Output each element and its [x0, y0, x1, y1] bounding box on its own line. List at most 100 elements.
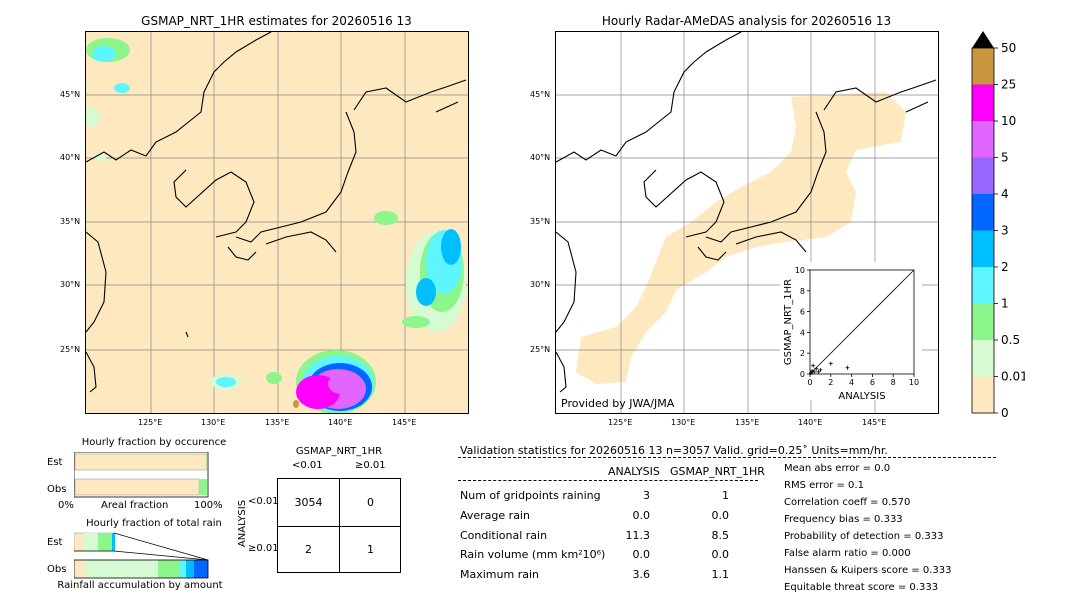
scatter-frame: [809, 269, 915, 375]
scatter-point: [811, 363, 816, 368]
validation-row-label: Average rain: [460, 509, 530, 522]
colorbar-segment: [972, 48, 994, 85]
left-map-canvas: [84, 31, 468, 414]
occurrence-est-label: Est: [47, 457, 63, 468]
contingency-cell: 0: [367, 496, 374, 509]
total-rain-obs-seg: [194, 560, 208, 578]
validation-divider: [458, 457, 996, 458]
colorbar: 50 25 10 5 4 3 2 1 0.5 0.01 0: [971, 31, 1025, 420]
left-map: [84, 31, 469, 414]
scatter-xtick-label: 4: [849, 378, 854, 387]
validation-row: Maximum rain 3.6 1.1: [460, 568, 760, 581]
scatter-xtick-label: 0: [807, 378, 812, 387]
scatter-xtick-label: 2: [828, 378, 833, 387]
right-lat-label: 25°N: [530, 345, 551, 354]
scatter-diagonal: [809, 269, 915, 375]
contingency-cell: 3054: [294, 496, 323, 509]
right-lat-label: 45°N: [530, 90, 551, 99]
right-lon-label: 135°E: [735, 418, 760, 427]
colorbar-tick-label: 0.5: [1001, 333, 1020, 347]
scatter-plot: 00 2 2 4 4 6 6 8 8 10 10 ANALYSIS GSMAP_NRT_1HR: [783, 266, 919, 400]
total-rain-chart: [74, 532, 209, 579]
right-map: [555, 31, 939, 414]
colorbar-segment: [972, 194, 994, 231]
occurrence-title: Hourly fraction by occurence: [81, 437, 227, 448]
validation-col-gsmap: GSMAP_NRT_1HR: [670, 465, 765, 478]
colorbar-tick-label: 1: [1001, 297, 1009, 311]
scatter-inset-bg: [780, 262, 922, 400]
validation-row-gsmap: 0.0: [711, 548, 730, 561]
right-lon-label: 140°E: [798, 418, 823, 427]
validation-row-analysis: 11.3: [625, 529, 651, 542]
left-lon-label: 125°E: [138, 418, 163, 427]
total-rain-est-label: Est: [47, 537, 63, 548]
total-rain-xlabel: Rainfall accumulation by amount: [57, 580, 223, 591]
scatter-ytick-label: 4: [800, 328, 805, 337]
right-map-grid: [556, 32, 938, 413]
total-rain-obs-seg: [86, 560, 158, 578]
colorbar-tick-label: 4: [1001, 187, 1009, 201]
colorbar-tick-label: 2: [1001, 260, 1009, 274]
validation-header: Validation statistics for 20260516 13 n=…: [460, 444, 888, 457]
total-rain-est-seg: [112, 533, 115, 551]
scatter-point: [809, 370, 814, 375]
colorbar-tick-label: 0: [1001, 406, 1009, 420]
validation-row-gsmap: 1: [722, 489, 729, 502]
occurrence-est-bar: [74, 453, 207, 471]
left-lat-label: 45°N: [60, 90, 81, 99]
right-map-coverage: [576, 92, 906, 384]
occurrence-x1: 100%: [194, 500, 223, 511]
scatter-xlabel: ANALYSIS: [838, 391, 885, 400]
total-rain-obs-seg: [74, 560, 86, 578]
colorbar-segment: [972, 121, 994, 158]
right-lon-label: 145°E: [862, 418, 887, 427]
colorbar-segment: [972, 303, 994, 341]
colorbar-segment: [972, 157, 994, 195]
colorbar-extend-arrow: [972, 31, 994, 48]
left-lat-label: 40°N: [60, 153, 81, 162]
colorbar-tick-label: 25: [1001, 78, 1016, 92]
validation-row-gsmap: 1.1: [711, 568, 730, 581]
left-map-title: GSMAP_NRT_1HR estimates for 20260516 13: [141, 14, 412, 28]
scatter-point: [818, 367, 823, 372]
right-map-title: Hourly Radar-AMeDAS analysis for 2026051…: [601, 14, 892, 28]
left-lat-label: 30°N: [60, 280, 81, 289]
scatter-point: [814, 366, 819, 371]
left-lat-label: 25°N: [60, 345, 81, 354]
scatter-ylabel: GSMAP_NRT_1HR: [783, 279, 794, 365]
validation-row: Conditional rain 11.3 8.5: [460, 529, 760, 542]
validation-row-analysis: 0.0: [632, 509, 651, 522]
scatter-ytick-label: 0: [800, 370, 805, 379]
scatter-ytick-label: 8: [800, 287, 805, 296]
total-rain-est-seg: [84, 533, 98, 551]
total-rain-obs-label: Obs: [47, 564, 67, 575]
contingency-table: 3054 0 2 1: [277, 478, 401, 573]
validation-row: Num of gridpoints raining 3 1: [460, 489, 760, 502]
colorbar-segment: [972, 84, 994, 122]
score-line: Equitable threat score = 0.333: [784, 582, 939, 593]
scatter-point: [816, 369, 821, 374]
validation-row: Rain volume (mm km²10⁶) 0.0 0.0: [460, 548, 760, 561]
contingency-row-axis: ANALYSIS: [237, 499, 249, 548]
scatter-ytick-label: 10: [795, 266, 805, 275]
scatter-ytick-label: 6: [800, 308, 805, 317]
occurrence-xlabel: Areal fraction: [101, 500, 169, 511]
total-rain-obs-seg: [186, 560, 194, 578]
score-line: False alarm ratio = 0.000: [784, 548, 911, 559]
score-line: Hanssen & Kuipers score = 0.333: [784, 565, 952, 576]
validation-row-gsmap: 0.0: [711, 509, 730, 522]
left-lat-label: 35°N: [60, 217, 81, 226]
contingency-row-ge: ≥0.01: [248, 543, 279, 554]
contingency-title: GSMAP_NRT_1HR: [295, 446, 383, 457]
left-map-grid: [86, 32, 468, 413]
left-map-coast: [85, 31, 467, 393]
left-lon-label: 140°E: [328, 418, 353, 427]
colorbar-segment: [972, 267, 994, 304]
validation-subdivider: [458, 480, 758, 481]
score-line: Correlation coeff = 0.570: [784, 497, 911, 508]
scatter-point: [845, 365, 850, 370]
total-rain-obs-seg: [158, 560, 180, 578]
scatter-xtick-label: 6: [870, 378, 875, 387]
contingency-col-ge: ≥0.01: [355, 460, 386, 471]
total-rain-obs-seg: [180, 560, 186, 578]
